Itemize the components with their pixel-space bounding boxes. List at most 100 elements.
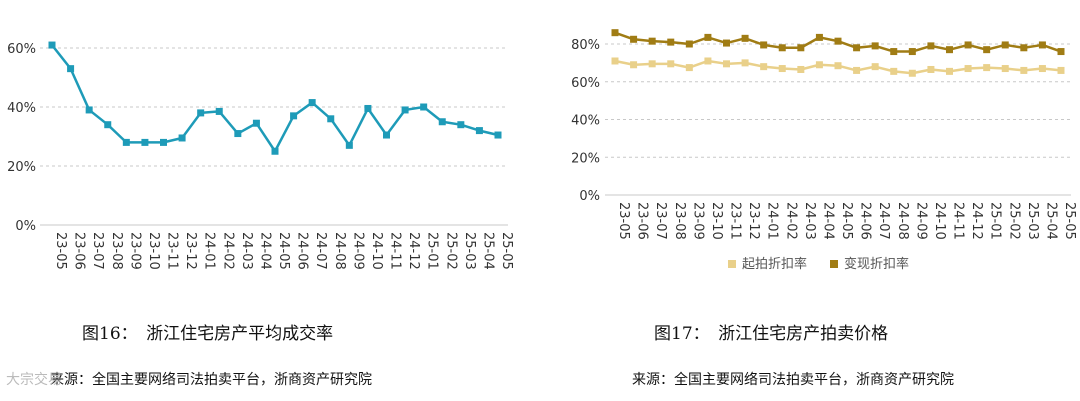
x-tick-label: 23-09 bbox=[127, 232, 142, 270]
x-tick-label: 24-06 bbox=[295, 232, 310, 270]
data-point bbox=[723, 39, 730, 47]
x-tick-label: 24-08 bbox=[332, 232, 347, 270]
data-point bbox=[927, 65, 935, 73]
data-point bbox=[122, 138, 130, 146]
x-tick-label: 24-03 bbox=[239, 232, 254, 270]
legend-marker bbox=[830, 260, 838, 268]
data-point bbox=[723, 60, 730, 68]
x-tick-label: 25-05 bbox=[1062, 202, 1077, 240]
data-point bbox=[797, 65, 805, 73]
x-tick-label: 24-02 bbox=[220, 232, 235, 270]
x-tick-label: 24-01 bbox=[202, 232, 217, 270]
data-point bbox=[308, 99, 316, 107]
x-tick-label: 24-09 bbox=[913, 202, 928, 240]
data-point bbox=[871, 63, 879, 71]
x-tick-label: 25-03 bbox=[462, 232, 477, 270]
data-point bbox=[834, 62, 842, 70]
x-tick-label: 24-07 bbox=[313, 232, 328, 270]
x-tick-label: 24-04 bbox=[257, 232, 272, 270]
x-tick-label: 23-09 bbox=[690, 202, 705, 240]
x-tick-label: 24-06 bbox=[858, 202, 873, 240]
x-tick-label: 25-03 bbox=[1025, 202, 1040, 240]
data-point bbox=[345, 141, 353, 149]
data-point bbox=[983, 64, 991, 72]
x-tick-label: 23-11 bbox=[165, 232, 180, 270]
data-point bbox=[611, 29, 619, 37]
x-tick-label: 23-10 bbox=[709, 202, 724, 240]
data-point bbox=[401, 106, 409, 114]
data-point bbox=[197, 109, 205, 117]
x-tick-label: 24-08 bbox=[895, 202, 910, 240]
legend-marker bbox=[728, 260, 736, 268]
data-point bbox=[797, 44, 805, 52]
x-tick-label: 25-01 bbox=[425, 232, 440, 270]
data-point bbox=[908, 48, 916, 56]
data-point bbox=[1057, 66, 1065, 74]
x-tick-label: 23-08 bbox=[109, 232, 124, 270]
x-tick-label: 25-02 bbox=[1006, 202, 1021, 240]
data-point bbox=[364, 104, 372, 112]
x-tick-label: 25-05 bbox=[499, 232, 514, 270]
x-tick-label: 23-12 bbox=[183, 232, 198, 270]
data-point bbox=[630, 61, 638, 69]
data-point bbox=[48, 41, 56, 49]
data-point bbox=[667, 60, 675, 68]
x-tick-label: 23-06 bbox=[635, 202, 650, 240]
x-tick-label: 24-01 bbox=[765, 202, 780, 240]
x-tick-label: 23-05 bbox=[616, 202, 631, 240]
x-tick-label: 25-04 bbox=[1043, 202, 1058, 240]
legend-label: 起拍折扣率 bbox=[742, 256, 807, 272]
data-point bbox=[853, 66, 861, 74]
data-point bbox=[290, 112, 298, 120]
data-point bbox=[104, 121, 112, 129]
x-tick-label: 24-05 bbox=[276, 232, 291, 270]
data-point bbox=[760, 41, 768, 49]
x-tick-label: 24-04 bbox=[820, 202, 835, 240]
data-point bbox=[611, 57, 619, 65]
data-point bbox=[457, 121, 465, 129]
data-point bbox=[890, 67, 898, 75]
data-point bbox=[964, 41, 972, 49]
data-point bbox=[234, 130, 242, 138]
y-tick-label: 60% bbox=[571, 76, 600, 91]
figure-16-title: 图16： 浙江住宅房产平均成交率 bbox=[82, 324, 334, 344]
data-point bbox=[946, 67, 953, 75]
data-point bbox=[927, 42, 935, 50]
x-tick-label: 23-07 bbox=[90, 232, 105, 270]
x-tick-label: 23-08 bbox=[672, 202, 687, 240]
data-point bbox=[815, 33, 823, 41]
source-note-left: 来源：全国主要网络司法拍卖平台，浙商资产研究院 bbox=[50, 372, 372, 388]
data-point bbox=[853, 44, 861, 52]
x-tick-label: 24-11 bbox=[951, 202, 966, 240]
data-point bbox=[494, 131, 502, 139]
data-point bbox=[160, 138, 167, 146]
x-tick-label: 24-03 bbox=[802, 202, 817, 240]
data-point bbox=[648, 60, 656, 68]
data-point bbox=[1001, 41, 1009, 49]
x-tick-label: 24-02 bbox=[783, 202, 798, 240]
data-point bbox=[778, 44, 786, 52]
y-tick-label: 40% bbox=[571, 114, 600, 129]
x-tick-label: 23-12 bbox=[746, 202, 761, 240]
x-tick-label: 23-05 bbox=[53, 232, 68, 270]
watermark-logo: 大宗交易 bbox=[6, 372, 62, 388]
data-point bbox=[215, 107, 223, 115]
data-point bbox=[630, 35, 638, 43]
x-tick-label: 23-07 bbox=[653, 202, 668, 240]
x-tick-label: 23-11 bbox=[728, 202, 743, 240]
data-point bbox=[815, 61, 823, 69]
data-point bbox=[475, 127, 483, 135]
data-point bbox=[1020, 44, 1028, 52]
data-point bbox=[648, 37, 656, 45]
data-point bbox=[834, 37, 842, 45]
figure-17-title: 图17： 浙江住宅房产拍卖价格 bbox=[654, 324, 889, 344]
y-tick-label: 80% bbox=[571, 38, 600, 53]
y-tick-label: 0% bbox=[15, 219, 36, 234]
data-point bbox=[85, 106, 93, 114]
x-tick-label: 24-09 bbox=[350, 232, 365, 270]
x-tick-label: 23-06 bbox=[72, 232, 87, 270]
data-point bbox=[252, 119, 260, 127]
x-tick-label: 25-01 bbox=[988, 202, 1003, 240]
